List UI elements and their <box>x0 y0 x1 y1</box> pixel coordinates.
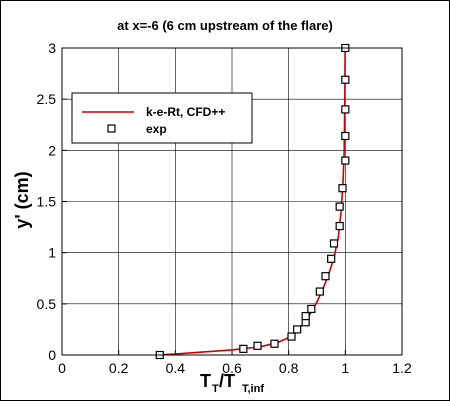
exp-point <box>329 239 339 248</box>
exp-point <box>341 131 350 141</box>
axis-ticks: 0 0.2 0.4 0.6 0.8 1 1.2 0 0.5 1 1.5 2 2.5 3 <box>37 40 412 376</box>
legend-label-exp: exp <box>146 122 167 136</box>
exp-point <box>335 202 344 211</box>
y-tick-label: 0 <box>48 347 56 363</box>
y-tick-label: 0.5 <box>37 296 57 312</box>
x-label-main: T <box>200 371 211 391</box>
y-tick-label: 2 <box>48 142 56 158</box>
exp-point <box>239 344 248 353</box>
legend-label-model: k-e-Rt, CFD++ <box>146 105 225 119</box>
exp-point <box>301 312 310 321</box>
exp-point <box>341 105 350 114</box>
exp-point <box>307 304 316 314</box>
exp-point <box>341 156 350 165</box>
legend-box <box>71 92 253 144</box>
legend-marker-swatch <box>107 124 116 133</box>
x-label-sub1: T <box>212 383 219 395</box>
y-axis-label: y' (cm) <box>12 171 32 228</box>
exp-point <box>270 339 279 348</box>
x-tick-label: 0.6 <box>222 360 242 376</box>
y-tick-label: 1 <box>48 245 56 261</box>
x-label-sub2: T,inf <box>242 383 264 395</box>
y-tick-label: 3 <box>48 40 56 56</box>
series-markers <box>155 43 350 360</box>
plot-area <box>61 47 403 356</box>
x-label-mid: /T <box>219 371 235 391</box>
x-axis-label: T T /T T,inf <box>200 371 264 395</box>
x-tick-label: 1 <box>341 360 349 376</box>
exp-point <box>341 75 350 84</box>
chart-title: at x=-6 (6 cm upstream of the flare) <box>117 18 333 33</box>
exp-point <box>335 221 344 231</box>
exp-point <box>327 254 336 263</box>
exp-point <box>287 332 296 341</box>
legend: k-e-Rt, CFD++ exp <box>71 92 253 144</box>
exp-point <box>338 184 347 193</box>
x-tick-label: 0.4 <box>166 360 186 376</box>
y-tick-label: 1.5 <box>37 194 57 210</box>
exp-point <box>253 341 262 350</box>
x-tick-label: 1.2 <box>392 360 412 376</box>
exp-point <box>293 325 302 334</box>
exp-point <box>315 287 324 296</box>
exp-point <box>321 272 330 281</box>
x-tick-label: 0 <box>58 360 66 376</box>
x-tick-label: 0.8 <box>279 360 299 376</box>
x-tick-label: 0.2 <box>109 360 129 376</box>
y-tick-label: 2.5 <box>37 91 57 107</box>
